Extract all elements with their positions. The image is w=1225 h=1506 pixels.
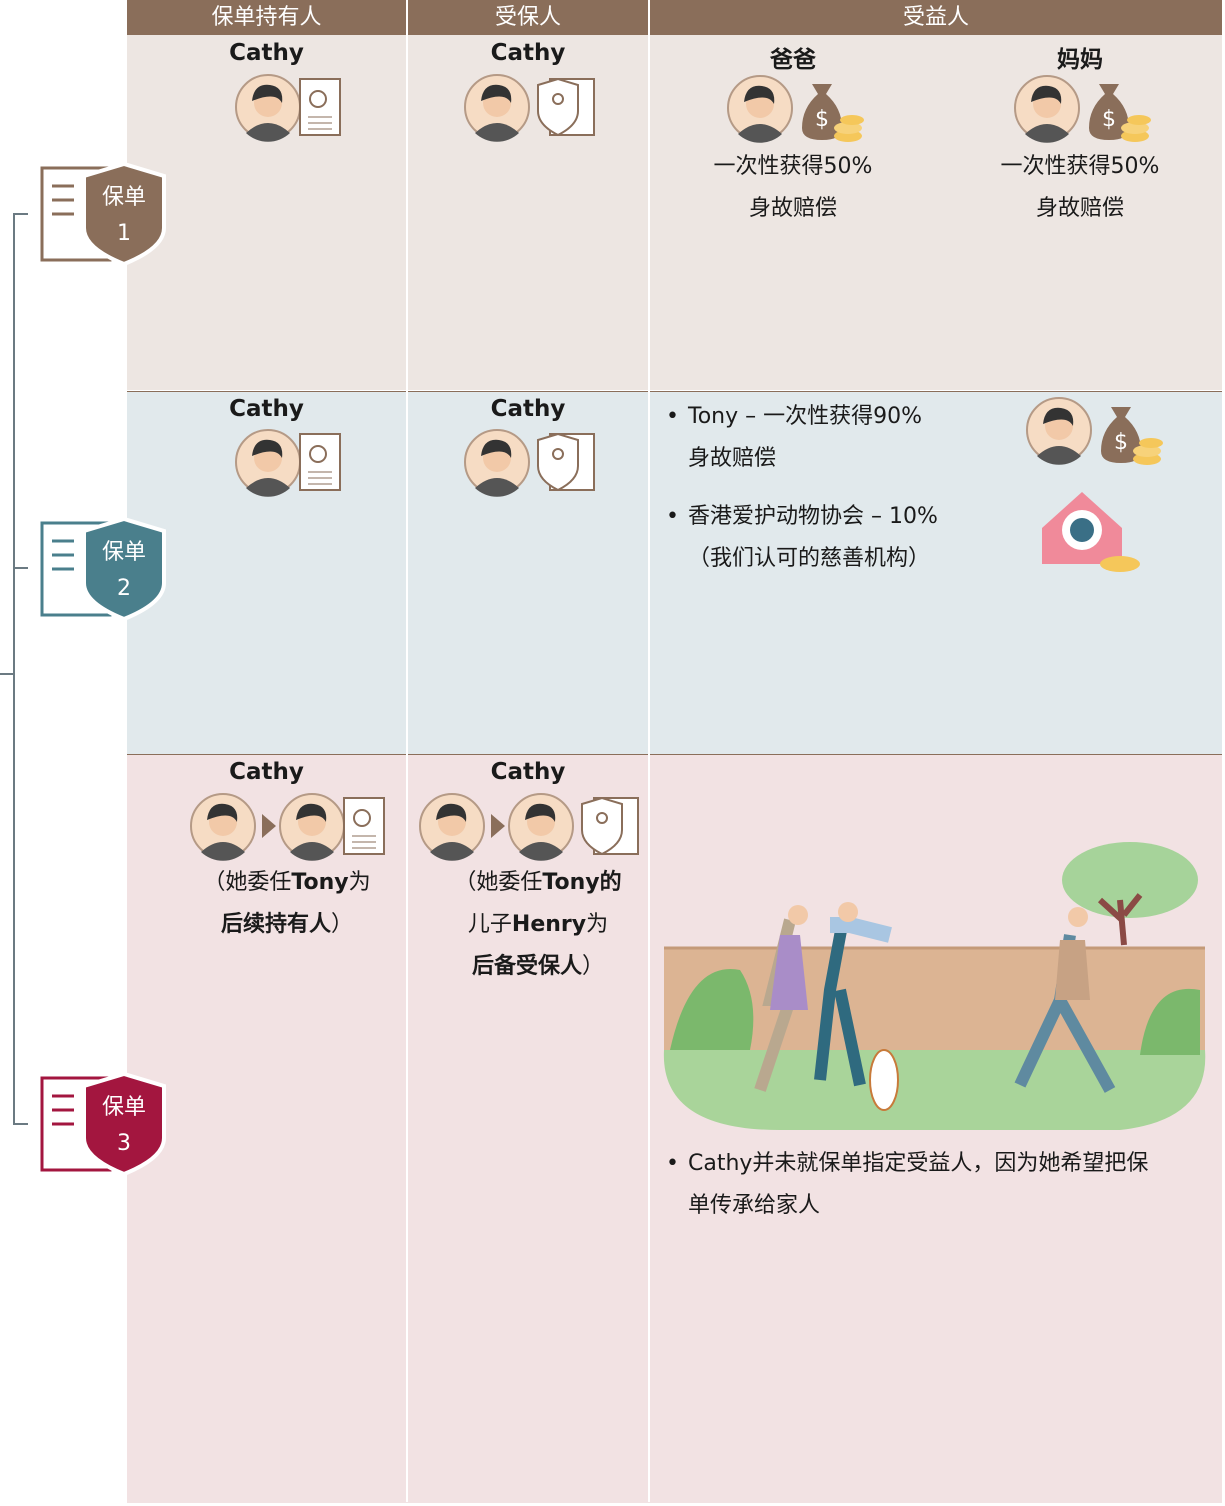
insured-name: Cathy	[490, 40, 566, 66]
text-line: 一次性获得50%	[1000, 154, 1160, 179]
note-part: 儿子	[467, 912, 512, 937]
text-line: Tony – 一次性获得90%	[666, 396, 1008, 438]
policy-label: 保单	[101, 1095, 146, 1120]
policy-number: 3	[117, 1131, 131, 1156]
note-part: Tony	[291, 870, 349, 895]
beneficiary-text: 一次性获得50% 身故赔偿	[970, 146, 1190, 230]
policy-label: 保单	[101, 185, 146, 210]
policy-number: 1	[117, 221, 131, 246]
note-part: 后备受保人	[471, 954, 582, 979]
policy-badge: 保单 2	[84, 535, 164, 607]
beneficiary-name: 爸爸	[770, 47, 816, 73]
beneficiary-name: 妈妈	[1057, 47, 1103, 73]
column-header: 受保人	[408, 0, 648, 35]
row-bg	[127, 391, 1222, 754]
holder-name: Cathy	[229, 759, 304, 785]
insured-name: Cathy	[490, 759, 566, 785]
divider	[648, 0, 650, 1502]
insured-note: （她委任Tony的儿子Henry为 后备受保人）	[408, 862, 668, 988]
note-part: ）	[582, 954, 605, 979]
note-part: （她委任	[203, 870, 292, 895]
text-line: 身故赔偿	[688, 446, 777, 471]
beneficiary-text: 一次性获得50% 身故赔偿	[683, 146, 903, 230]
note-part: Henry	[511, 912, 587, 937]
note-part: Tony的	[542, 870, 622, 895]
divider	[406, 0, 408, 1502]
policy-number: 2	[117, 576, 131, 601]
policy-tree	[0, 161, 166, 1177]
column-header: 保单持有人	[127, 0, 406, 35]
policy-label: 保单	[101, 540, 146, 565]
note-part: ）	[331, 912, 354, 937]
holder-note: （她委任Tony为 后续持有人）	[127, 862, 447, 946]
text-line: 香港爱护动物协会 – 10%	[666, 496, 1008, 538]
text-line: 身故赔偿	[748, 196, 837, 221]
column-header: 受益人	[650, 0, 1222, 35]
holder-name: Cathy	[229, 396, 304, 422]
policy-badge: 保单 3	[84, 1090, 164, 1162]
holder-name: Cathy	[229, 40, 304, 66]
note-part: 为	[586, 912, 609, 937]
beneficiary-text: 香港爱护动物协会 – 10% （我们认可的慈善机构）	[666, 496, 1008, 580]
text-line: 身故赔偿	[1035, 196, 1124, 221]
note-part: （她委任	[454, 870, 543, 895]
text-line: 一次性获得50%	[713, 154, 873, 179]
beneficiary-text: Tony – 一次性获得90% 身故赔偿	[666, 396, 1008, 480]
text-line: （我们认可的慈善机构）	[688, 546, 931, 571]
beneficiary-note: Cathy并未就保单指定受益人，因为她希望把保单传承给家人	[666, 1143, 1168, 1227]
note-part: 后续持有人	[220, 912, 331, 937]
insured-name: Cathy	[490, 396, 566, 422]
note-part: 为	[348, 870, 371, 895]
policy-badge: 保单 1	[84, 180, 164, 252]
